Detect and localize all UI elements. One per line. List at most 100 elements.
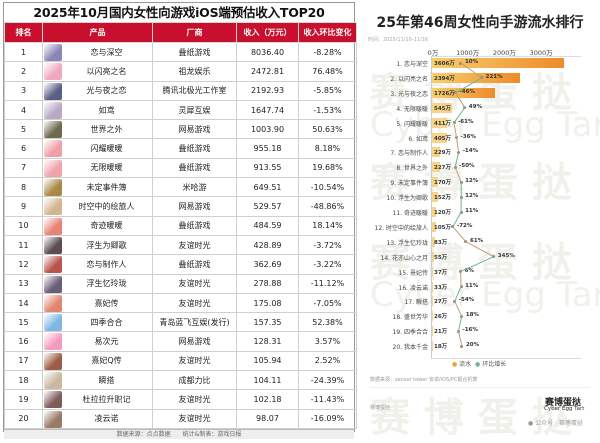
change-cell: 52.38%: [299, 313, 357, 332]
publisher-cell: 叠纸游戏: [153, 43, 237, 62]
publisher-cell: 叠纸游戏: [153, 255, 237, 274]
revenue-cell: 1647.74: [237, 100, 299, 119]
product-cell: 杜拉拉升职记: [43, 390, 153, 409]
table-footer-source: 数据来源：点点数据 统计&制表：游戏日报: [4, 429, 354, 439]
revenue-cell: 2192.93: [237, 81, 299, 100]
bar-value-label: 152万: [434, 193, 451, 201]
header-product: 产品: [43, 23, 153, 43]
rank-cell: 18: [5, 371, 43, 390]
rank-cell: 15: [5, 313, 43, 332]
revenue-cell: 175.08: [237, 293, 299, 312]
revenue-cell: 484.59: [237, 216, 299, 235]
bar-value-label: 26万: [434, 312, 447, 320]
header-publisher: 厂商: [153, 23, 237, 43]
growth-value-label: 12%: [465, 178, 478, 184]
publisher-cell: 友谊时光: [153, 293, 237, 312]
bar-value-label: 37万: [434, 268, 447, 276]
growth-value-label: 11%: [465, 208, 478, 214]
category-label: 12. 时空中的绘旅人: [358, 223, 428, 232]
growth-value-label: 49%: [469, 104, 482, 110]
rank-cell: 3: [5, 81, 43, 100]
game-icon: [44, 237, 62, 254]
category-label: 2. 以闪亮之名: [358, 74, 428, 83]
growth-value-label: 11%: [465, 283, 478, 289]
revenue-table-panel: 2025年10月国内女性向游戏iOS端预估收入TOP20 排名 产品 厂商 收入…: [3, 2, 355, 432]
rank-cell: 13: [5, 274, 43, 293]
growth-point: [454, 166, 457, 169]
table-header-row: 排名 产品 厂商 收入（万元） 收入环比变化: [5, 23, 357, 43]
publisher-cell: 青岛蓝飞互娱(发行): [153, 313, 237, 332]
rank-cell: 1: [5, 43, 43, 62]
game-icon: [44, 256, 62, 273]
bar-value-label: 120万: [434, 208, 451, 216]
product-cell: 熹妃传: [43, 293, 153, 312]
revenue-cell: 1003.90: [237, 120, 299, 139]
product-cell: 浮生忆玲珑: [43, 274, 153, 293]
bar-value-label: 170万: [434, 178, 451, 186]
bar-value-label: 1726万: [434, 89, 455, 97]
change-cell: 50.63%: [299, 120, 357, 139]
growth-value-label: -46%: [459, 89, 474, 95]
change-cell: 18.14%: [299, 216, 357, 235]
revenue-cell: 98.07: [237, 409, 299, 428]
revenue-cell: 955.18: [237, 139, 299, 158]
divider: [370, 387, 590, 388]
revenue-cell: 104.11: [237, 371, 299, 390]
watermark-en: Cyber Egg Tart Cyb: [370, 275, 600, 315]
growth-value-label: 61%: [470, 238, 483, 244]
rank-cell: 11: [5, 235, 43, 254]
game-icon: [44, 44, 62, 61]
change-cell: -7.05%: [299, 293, 357, 312]
publisher-cell: 友谊时光: [153, 409, 237, 428]
change-cell: 76.48%: [299, 62, 357, 81]
revenue-cell: 529.57: [237, 197, 299, 216]
game-icon: [44, 121, 62, 138]
wechat-label: 公众号 · 赛博蛋挞: [535, 420, 583, 427]
category-label: 10. 浮生为卿歌: [358, 193, 428, 202]
rank-cell: 8: [5, 178, 43, 197]
legend-bar-label: 流水: [459, 361, 471, 368]
category-label: 18. 盛世芳华: [358, 312, 428, 321]
bar-value-label: 33万: [434, 283, 447, 291]
rank-cell: 9: [5, 197, 43, 216]
change-cell: -48.86%: [299, 197, 357, 216]
publisher-cell: 叠纸游戏: [153, 158, 237, 177]
rank-cell: 7: [5, 158, 43, 177]
change-cell: -3.22%: [299, 255, 357, 274]
change-cell: 8.18%: [299, 139, 357, 158]
category-label: 20. 我本千金: [358, 342, 428, 351]
rank-cell: 5: [5, 120, 43, 139]
bar-value-label: 83万: [434, 238, 447, 246]
revenue-cell: 105.94: [237, 351, 299, 370]
rank-cell: 4: [5, 100, 43, 119]
growth-point: [457, 330, 460, 333]
product-cell: 闪耀暖暖: [43, 139, 153, 158]
category-label: 9. 未定事件簿: [358, 178, 428, 187]
legend-line-label: 环比增长: [482, 361, 506, 368]
publisher-cell: 成都力比: [153, 371, 237, 390]
growth-point: [455, 136, 458, 139]
category-label: 14. 花亦山心之月: [358, 253, 428, 262]
revenue-cell: 102.18: [237, 390, 299, 409]
publisher-cell: 网易游戏: [153, 197, 237, 216]
category-label: 5. 闪耀暖暖: [358, 119, 428, 128]
revenue-cell: 128.31: [237, 332, 299, 351]
growth-value-label: 221%: [486, 74, 503, 80]
change-cell: 2.52%: [299, 351, 357, 370]
game-icon: [44, 63, 62, 80]
game-icon: [44, 276, 62, 293]
revenue-cell: 2472.81: [237, 62, 299, 81]
change-cell: -10.54%: [299, 178, 357, 197]
rank-cell: 12: [5, 255, 43, 274]
rank-cell: 16: [5, 332, 43, 351]
change-cell: 3.57%: [299, 332, 357, 351]
bar-value-label: 227万: [434, 163, 451, 171]
